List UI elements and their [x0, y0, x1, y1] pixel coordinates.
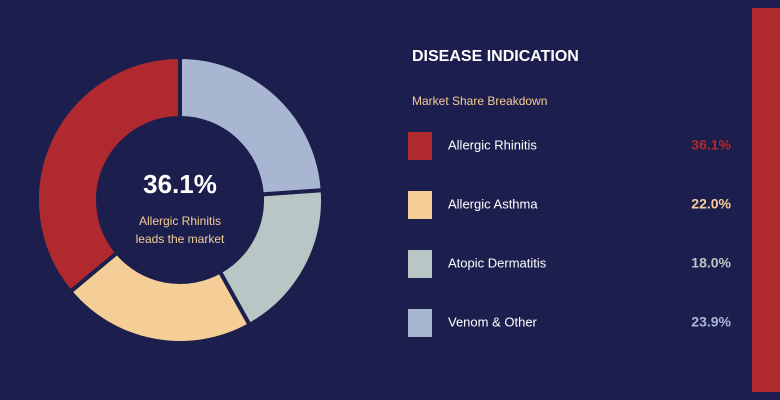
legend-label: Allergic Rhinitis: [448, 137, 537, 152]
legend-label: Atopic Dermatitis: [448, 255, 547, 270]
legend-value: 22.0%: [691, 196, 731, 212]
legend-swatch: [408, 309, 432, 337]
donut-slice: [35, 54, 182, 295]
legend-swatch: [408, 191, 432, 219]
legend-value: 36.1%: [691, 137, 731, 153]
center-annotation: leads the market: [136, 232, 225, 246]
center-value: 36.1%: [143, 169, 217, 199]
legend-swatch: [408, 132, 432, 160]
legend-label: Venom & Other: [448, 314, 538, 329]
legend-label: Allergic Asthma: [448, 196, 538, 211]
chart-title: DISEASE INDICATION: [412, 48, 579, 65]
legend-swatch: [408, 250, 432, 278]
legend: Allergic Rhinitis 36.1% Allergic Asthma 22.…: [408, 132, 732, 337]
legend-value: 18.0%: [691, 255, 731, 271]
accent-bar: [752, 8, 780, 392]
legend-value: 23.9%: [691, 314, 731, 330]
donut: [35, 54, 325, 345]
chart-subtitle: Market Share Breakdown: [412, 94, 547, 108]
donut-slice: [178, 54, 325, 197]
center-annotation: Allergic Rhinitis: [139, 214, 221, 228]
